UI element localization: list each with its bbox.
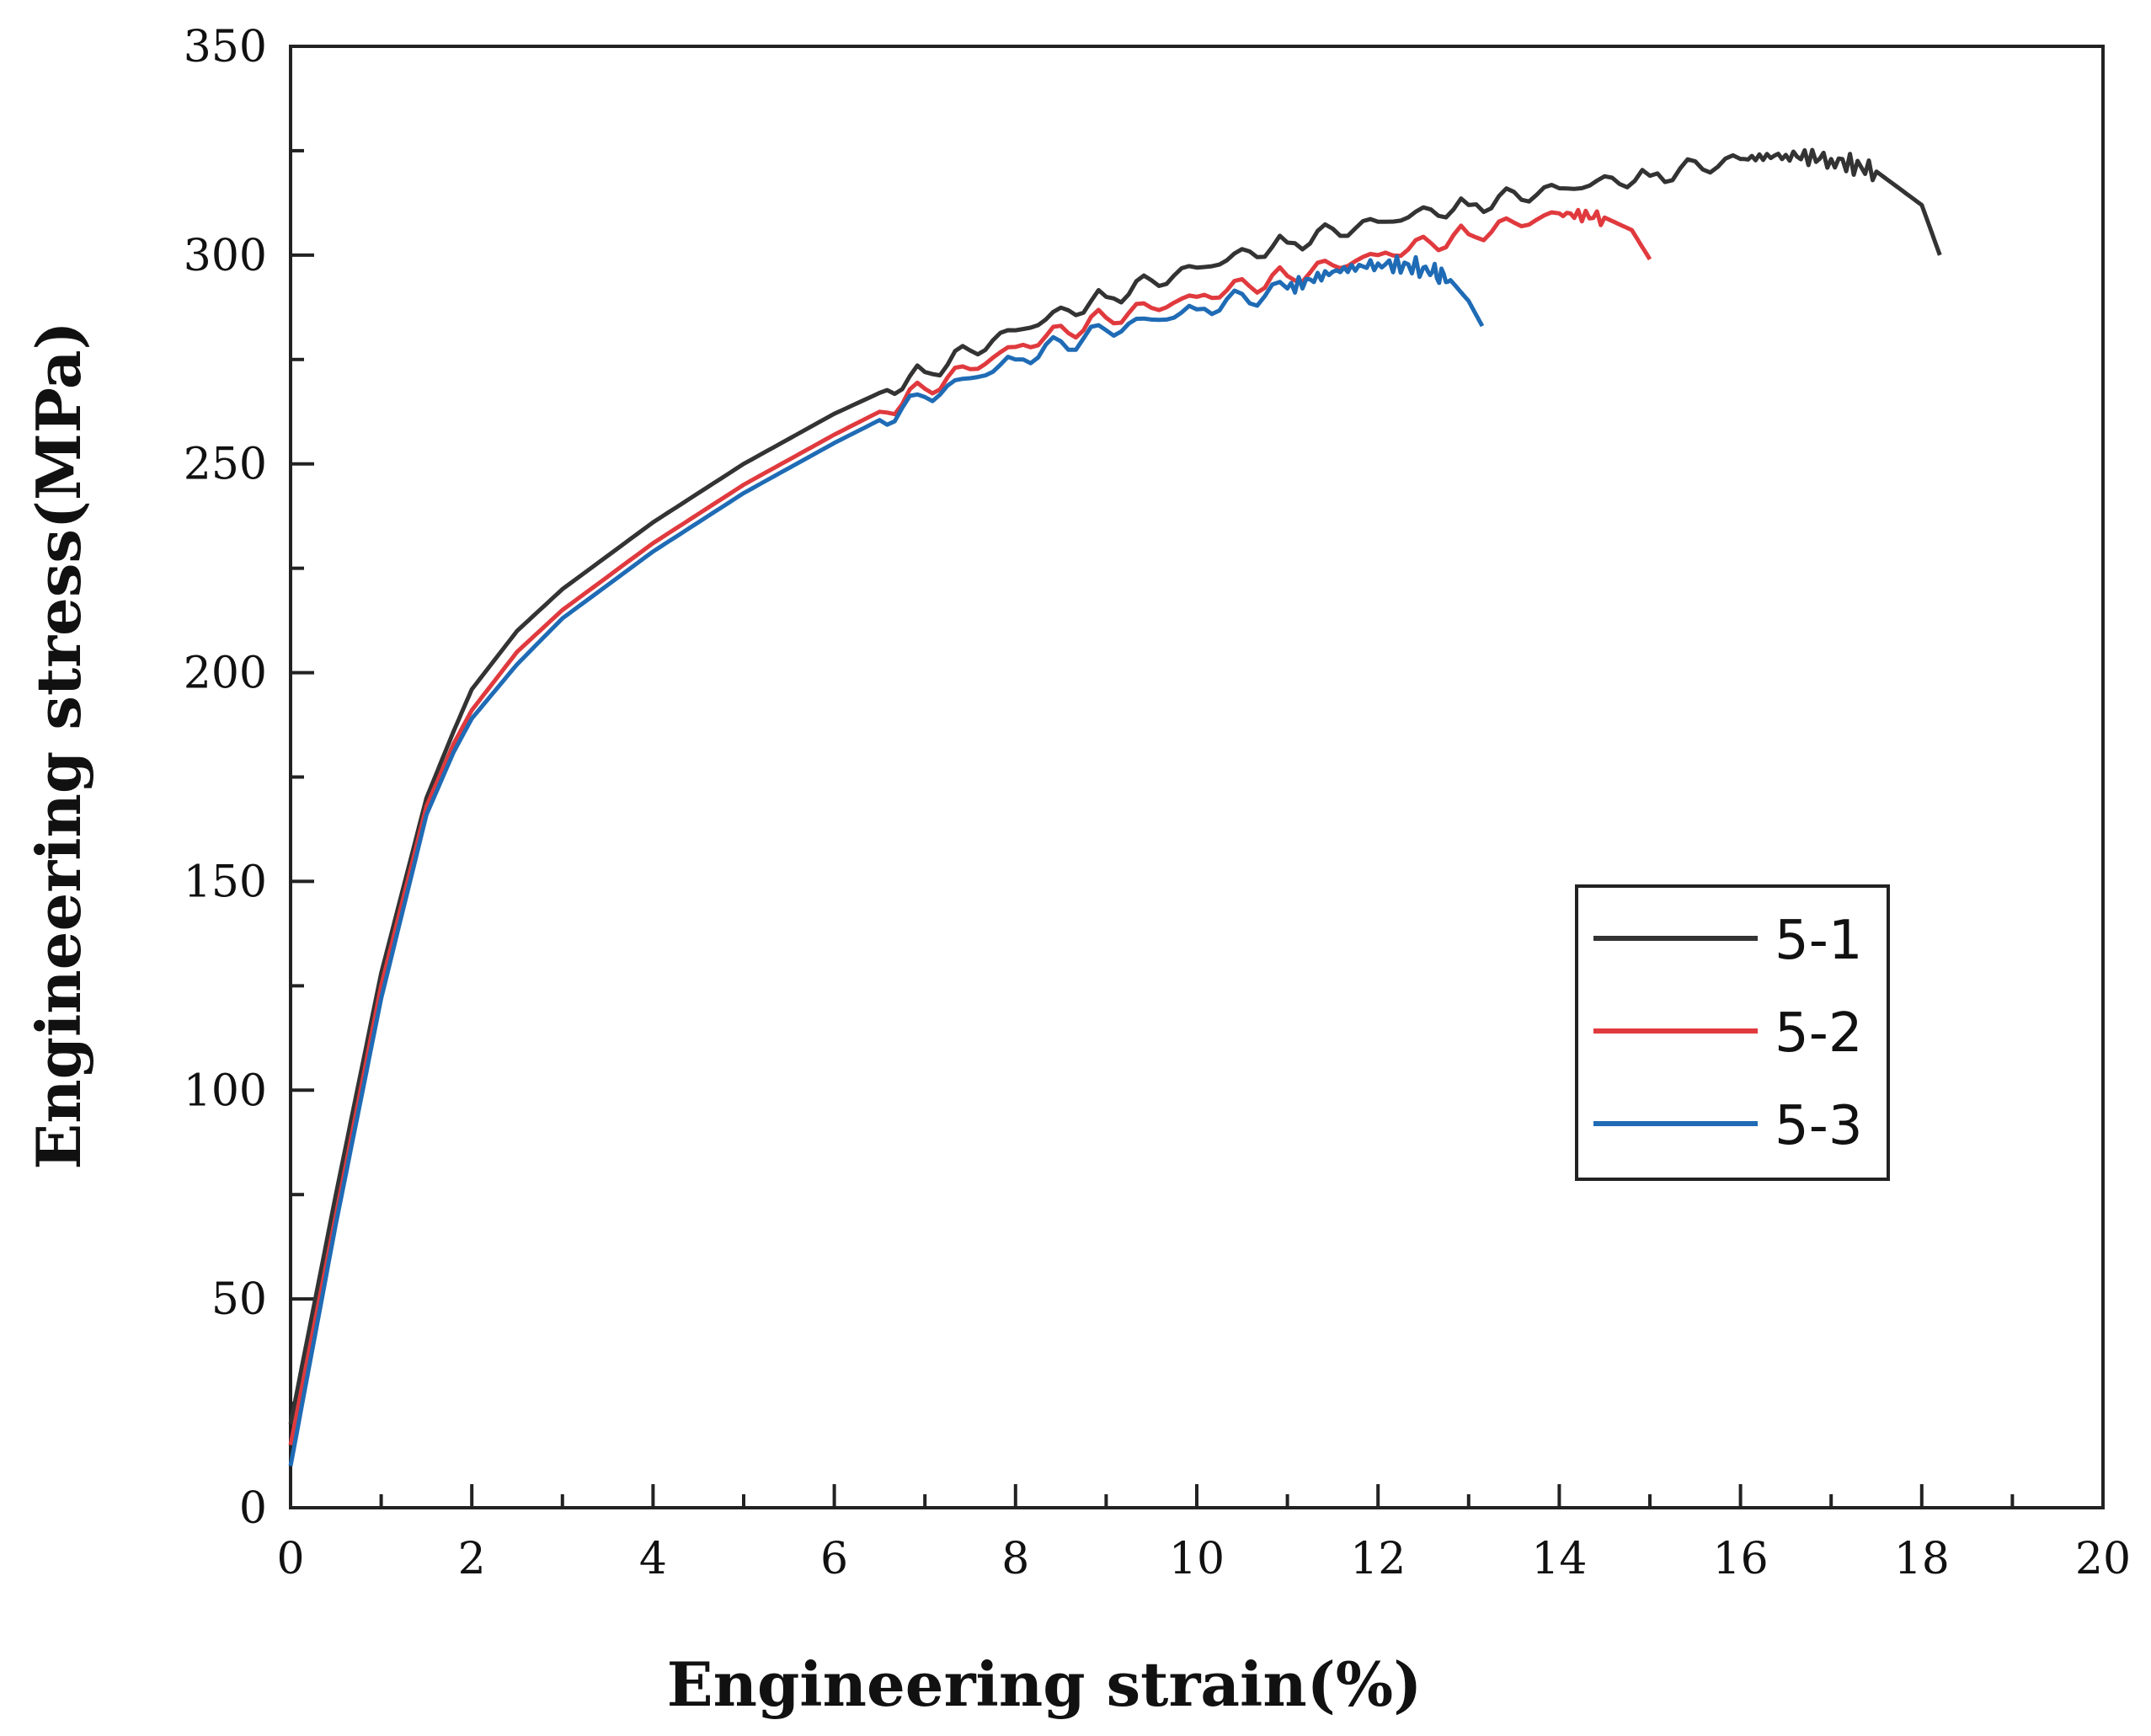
y-tick-label: 0	[239, 1483, 267, 1534]
x-tick-label: 20	[2075, 1534, 2131, 1584]
y-tick-label: 200	[184, 649, 267, 699]
series-layer	[288, 147, 1942, 1466]
y-tick-label: 50	[211, 1274, 267, 1325]
y-tick-label: 350	[184, 22, 267, 72]
x-tick-label: 2	[458, 1534, 486, 1584]
legend: 5-1 5-2 5-3	[1575, 884, 1890, 1181]
x-tick-label: 0	[276, 1534, 304, 1584]
series-line-5-1	[288, 147, 1942, 1425]
x-tick-label: 4	[639, 1534, 667, 1584]
x-axis-ticks: 0 2 4 6 8 10 12 14 16 18 20	[276, 1484, 2131, 1584]
x-tick-label: 6	[820, 1534, 848, 1584]
legend-label-5-1: 5-1	[1775, 910, 1863, 972]
y-axis-title: Engineering stress(MPa)	[23, 321, 94, 1169]
legend-label-5-2: 5-2	[1775, 1002, 1863, 1065]
x-axis-title: Engineering strain(%)	[667, 1648, 1422, 1720]
x-tick-label: 12	[1350, 1534, 1406, 1584]
x-tick-label: 8	[1001, 1534, 1029, 1584]
series-line-5-2	[288, 207, 1652, 1446]
x-tick-label: 18	[1894, 1534, 1950, 1584]
y-tick-label: 300	[184, 231, 267, 281]
x-tick-label: 16	[1713, 1534, 1769, 1584]
y-tick-label: 150	[184, 857, 267, 907]
y-axis-ticks: 0 50 100 150 200 250 300 350	[184, 22, 314, 1534]
legend-label-5-3: 5-3	[1775, 1095, 1863, 1157]
x-tick-label: 14	[1531, 1534, 1587, 1584]
y-tick-label: 250	[184, 440, 267, 490]
y-tick-label: 100	[184, 1066, 267, 1116]
x-tick-label: 10	[1169, 1534, 1225, 1584]
series-line-5-3	[288, 254, 1485, 1466]
